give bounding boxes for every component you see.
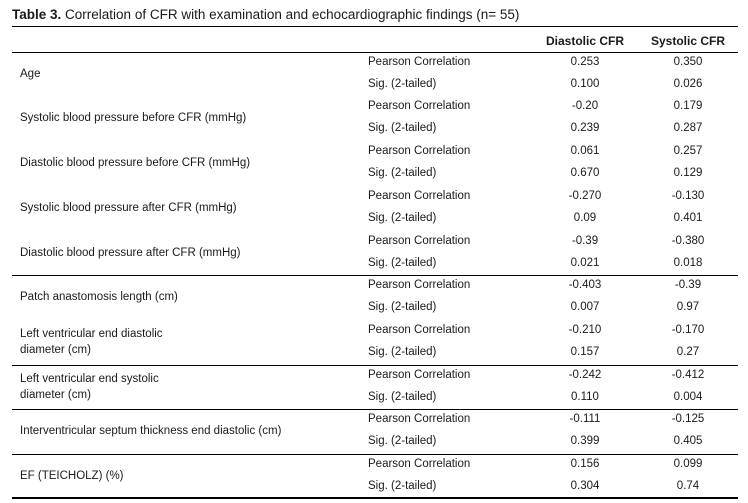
stat-label: Sig. (2-tailed) bbox=[368, 480, 437, 492]
diastolic-cfr-value: 0.239 bbox=[570, 122, 600, 134]
systolic-cfr-value: 0.257 bbox=[673, 145, 703, 157]
column-header-diastolic-cfr: Diastolic CFR bbox=[545, 34, 624, 48]
stat-label: Pearson Correlation bbox=[368, 279, 471, 291]
variable-line: diameter (cm) bbox=[20, 344, 91, 356]
systolic-cfr-value: 0.026 bbox=[673, 78, 703, 90]
systolic-cfr-value: 0.405 bbox=[673, 435, 703, 447]
stat-label: Sig. (2-tailed) bbox=[368, 435, 437, 447]
row-variable: Interventricular septum thickness end di… bbox=[20, 423, 360, 439]
column-header-systolic-cfr: Systolic CFR bbox=[650, 34, 725, 48]
diastolic-cfr-value: -0.242 bbox=[568, 369, 602, 381]
row-variable: Left ventricular end diastolic diameter (… bbox=[20, 326, 360, 358]
systolic-cfr-value: -0.125 bbox=[671, 413, 705, 425]
diastolic-cfr-value: 0.007 bbox=[570, 301, 600, 313]
variable-line: EF (TEICHOLZ) (%) bbox=[20, 470, 124, 482]
diastolic-cfr-value: 0.110 bbox=[571, 391, 599, 403]
systolic-cfr-value: 0.350 bbox=[673, 56, 703, 68]
systolic-cfr-value: 0.018 bbox=[673, 257, 703, 269]
diastolic-cfr-value: 0.399 bbox=[570, 435, 600, 447]
row-rule bbox=[12, 52, 738, 53]
variable-line: Left ventricular end diastolic bbox=[20, 328, 163, 340]
stat-label: Sig. (2-tailed) bbox=[368, 212, 437, 224]
diastolic-cfr-value: 0.253 bbox=[570, 56, 600, 68]
systolic-cfr-value: 0.129 bbox=[673, 167, 703, 179]
diastolic-cfr-value: 0.061 bbox=[570, 145, 600, 157]
top-rule bbox=[12, 26, 738, 27]
row-rule bbox=[12, 275, 738, 276]
systolic-cfr-value: 0.401 bbox=[673, 212, 703, 224]
diastolic-cfr-value: 0.156 bbox=[570, 458, 600, 470]
diastolic-cfr-value: 0.304 bbox=[570, 480, 600, 492]
systolic-cfr-value: 0.97 bbox=[676, 301, 700, 313]
diastolic-cfr-value: -0.403 bbox=[568, 279, 602, 291]
stat-label: Sig. (2-tailed) bbox=[368, 122, 437, 134]
row-variable: Systolic blood pressure before CFR (mmHg… bbox=[20, 110, 360, 126]
stat-label: Sig. (2-tailed) bbox=[368, 391, 437, 403]
diastolic-cfr-value: 0.021 bbox=[570, 257, 600, 269]
diastolic-cfr-value: -0.210 bbox=[568, 324, 602, 336]
diastolic-cfr-value: -0.20 bbox=[571, 100, 599, 112]
row-variable: Left ventricular end systolic diameter (c… bbox=[20, 371, 360, 403]
stat-label: Sig. (2-tailed) bbox=[368, 167, 437, 179]
table-label: Table 3. bbox=[12, 7, 62, 22]
diastolic-cfr-value: 0.09 bbox=[573, 212, 597, 224]
table-caption: Table 3. Correlation of CFR with examina… bbox=[12, 7, 519, 22]
systolic-cfr-value: -0.380 bbox=[671, 235, 705, 247]
systolic-cfr-value: -0.412 bbox=[671, 369, 705, 381]
stat-label: Pearson Correlation bbox=[368, 190, 471, 202]
stat-label: Pearson Correlation bbox=[368, 145, 471, 157]
variable-line: Diastolic blood pressure before CFR (mmH… bbox=[20, 157, 251, 169]
systolic-cfr-value: -0.170 bbox=[671, 324, 705, 336]
row-rule bbox=[12, 454, 738, 455]
row-variable: EF (TEICHOLZ) (%) bbox=[20, 468, 360, 484]
systolic-cfr-value: -0.39 bbox=[674, 279, 702, 291]
stat-label: Pearson Correlation bbox=[368, 100, 471, 112]
diastolic-cfr-value: 0.157 bbox=[570, 346, 600, 358]
row-rule bbox=[12, 409, 738, 410]
systolic-cfr-value: 0.179 bbox=[673, 100, 703, 112]
table-title: Correlation of CFR with examination and … bbox=[61, 7, 520, 22]
variable-line: Age bbox=[20, 68, 41, 80]
diastolic-cfr-value: -0.111 bbox=[569, 413, 601, 425]
stat-label: Pearson Correlation bbox=[368, 413, 471, 425]
diastolic-cfr-value: -0.270 bbox=[568, 190, 602, 202]
stat-label: Pearson Correlation bbox=[368, 369, 471, 381]
systolic-cfr-value: -0.130 bbox=[671, 190, 705, 202]
systolic-cfr-value: 0.099 bbox=[673, 458, 703, 470]
variable-line: diameter (cm) bbox=[20, 389, 91, 401]
stat-label: Sig. (2-tailed) bbox=[368, 346, 437, 358]
variable-line: Left ventricular end systolic bbox=[20, 373, 159, 385]
diastolic-cfr-value: 0.100 bbox=[570, 78, 600, 90]
variable-line: Interventricular septum thickness end di… bbox=[20, 425, 282, 437]
variable-line: Diastolic blood pressure after CFR (mmHg… bbox=[20, 247, 241, 259]
systolic-cfr-value: 0.004 bbox=[673, 391, 703, 403]
diastolic-cfr-value: 0.670 bbox=[570, 167, 600, 179]
row-variable: Systolic blood pressure after CFR (mmHg) bbox=[20, 200, 360, 216]
systolic-cfr-value: 0.27 bbox=[676, 346, 700, 358]
row-variable: Diastolic blood pressure before CFR (mmH… bbox=[20, 155, 360, 171]
bottom-rule bbox=[12, 497, 738, 499]
stat-label: Pearson Correlation bbox=[368, 458, 471, 470]
stat-label: Sig. (2-tailed) bbox=[368, 78, 437, 90]
stat-label: Sig. (2-tailed) bbox=[368, 257, 437, 269]
systolic-cfr-value: 0.287 bbox=[673, 122, 703, 134]
variable-line: Systolic blood pressure after CFR (mmHg) bbox=[20, 202, 237, 214]
stat-label: Pearson Correlation bbox=[368, 56, 471, 68]
variable-line: Systolic blood pressure before CFR (mmHg… bbox=[20, 112, 247, 124]
row-variable: Diastolic blood pressure after CFR (mmHg… bbox=[20, 245, 360, 261]
diastolic-cfr-value: -0.39 bbox=[571, 235, 599, 247]
systolic-cfr-value: 0.74 bbox=[676, 480, 700, 492]
row-variable: Patch anastomosis length (cm) bbox=[20, 289, 360, 305]
stat-label: Sig. (2-tailed) bbox=[368, 301, 437, 313]
row-rule bbox=[12, 365, 738, 366]
row-variable: Age bbox=[20, 66, 360, 82]
stat-label: Pearson Correlation bbox=[368, 324, 471, 336]
variable-line: Patch anastomosis length (cm) bbox=[20, 291, 178, 303]
stat-label: Pearson Correlation bbox=[368, 235, 471, 247]
